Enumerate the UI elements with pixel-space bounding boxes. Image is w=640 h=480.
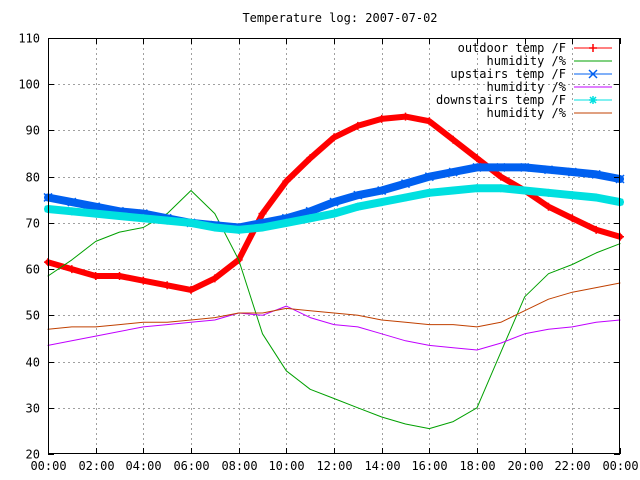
x-tick-label: 22:00 <box>554 459 590 473</box>
data-point <box>449 135 458 144</box>
data-point <box>377 198 386 207</box>
data-point <box>473 184 481 193</box>
series-line-4 <box>47 305 621 351</box>
data-point <box>139 214 148 223</box>
data-point <box>592 225 601 234</box>
tick-layer: 20 30 40 50 60 70 80 90 100 110 00:00 02:00 04:00 06:… <box>18 32 638 474</box>
data-point <box>353 202 362 211</box>
legend-label: outdoor temp /F <box>458 41 566 55</box>
legend-label: downstairs temp /F <box>436 93 566 107</box>
x-tick-label: 06:00 <box>173 459 209 473</box>
data-point <box>67 207 76 216</box>
data-point <box>449 186 458 195</box>
data-point <box>115 211 124 220</box>
data-point <box>163 216 172 225</box>
data-point <box>353 190 363 200</box>
x-tick-label: 08:00 <box>221 459 257 473</box>
data-point <box>306 154 315 163</box>
data-point <box>210 223 219 232</box>
chart-title: Temperature log: 2007-07-02 <box>242 11 437 25</box>
data-point <box>282 177 291 186</box>
data-point <box>448 167 458 177</box>
y-tick-label: 80 <box>26 171 40 185</box>
data-point <box>401 112 410 121</box>
data-point <box>330 209 338 218</box>
data-point <box>496 162 506 172</box>
series-line-6 <box>47 282 621 330</box>
data-point <box>544 188 553 197</box>
y-tick-label: 110 <box>18 32 40 46</box>
y-tick-label: 90 <box>26 124 40 138</box>
x-tick-label: 02:00 <box>78 459 114 473</box>
data-point <box>258 223 267 232</box>
y-tick-label: 70 <box>26 217 40 231</box>
data-point <box>139 276 148 285</box>
data-point <box>543 165 554 175</box>
data-point <box>473 154 481 163</box>
y-tick-label: 40 <box>26 356 40 370</box>
data-point <box>282 218 291 227</box>
data-point <box>401 193 410 202</box>
data-point <box>496 184 505 193</box>
data-point <box>377 114 386 123</box>
data-point <box>377 186 387 196</box>
data-point <box>591 169 601 179</box>
y-tick-label: 50 <box>26 309 40 323</box>
data-point <box>115 272 124 281</box>
legend-label: humidity /% <box>487 106 567 120</box>
x-tick-label: 04:00 <box>125 459 161 473</box>
data-point <box>496 172 505 181</box>
legend-marker <box>589 44 597 52</box>
y-tick-label: 20 <box>26 448 40 462</box>
data-point <box>91 209 100 218</box>
data-point <box>210 274 219 283</box>
data-point <box>91 272 100 281</box>
data-point <box>425 188 434 197</box>
data-point <box>329 197 339 207</box>
data-point <box>67 197 77 207</box>
data-point <box>187 218 195 227</box>
data-point <box>520 186 529 195</box>
data-point <box>400 179 411 189</box>
data-point <box>592 193 601 202</box>
data-point <box>425 117 434 126</box>
x-tick-label: 10:00 <box>268 459 304 473</box>
data-point <box>424 172 434 182</box>
x-tick-label: 00:00 <box>602 459 638 473</box>
legend-label: humidity /% <box>487 80 567 94</box>
series-line-2 <box>47 190 621 430</box>
x-tick-label: 14:00 <box>364 459 400 473</box>
legend-marker <box>588 69 598 79</box>
data-point <box>567 167 577 177</box>
x-tick-label: 12:00 <box>316 459 352 473</box>
series-layer <box>43 112 625 430</box>
legend-label: humidity /% <box>487 54 567 68</box>
y-tick-label: 60 <box>26 263 40 277</box>
data-point <box>163 281 172 290</box>
data-point <box>258 209 267 218</box>
data-point <box>187 285 195 294</box>
data-point <box>568 191 577 200</box>
data-point <box>353 121 362 130</box>
y-tick-label: 100 <box>18 78 40 92</box>
x-tick-label: 16:00 <box>411 459 447 473</box>
data-point <box>568 214 577 223</box>
grid-layer <box>48 38 620 454</box>
x-tick-label: 00:00 <box>30 459 66 473</box>
x-tick-label: 20:00 <box>507 459 543 473</box>
data-point <box>330 133 338 142</box>
legend-marker <box>589 96 597 104</box>
data-point <box>306 214 315 223</box>
data-point <box>520 162 530 172</box>
x-tick-label: 18:00 <box>459 459 495 473</box>
legend-label: upstairs temp /F <box>450 67 566 81</box>
y-tick-label: 30 <box>26 402 40 416</box>
data-point <box>234 225 243 234</box>
data-point <box>472 162 482 172</box>
data-point <box>67 265 76 274</box>
data-point <box>544 202 553 211</box>
